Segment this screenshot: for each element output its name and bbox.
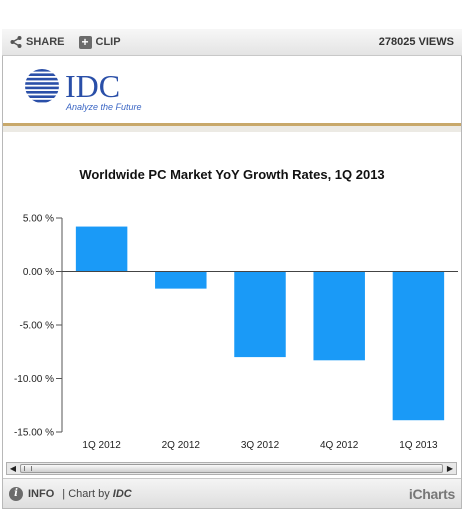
byline-prefix: | Chart by xyxy=(62,487,110,500)
scroll-right-arrow-icon[interactable]: ▶ xyxy=(446,464,454,473)
bar-3q-2012[interactable] xyxy=(234,271,286,358)
y-tick-label: -10.00 % xyxy=(14,374,54,385)
scroll-grip-icon xyxy=(24,466,32,471)
x-tick-label: 1Q 2012 xyxy=(82,440,121,451)
bar-1q-2012[interactable] xyxy=(75,226,128,272)
logo-area: IDC Analyze the Future xyxy=(3,57,461,123)
bar-4q-2012[interactable] xyxy=(313,271,365,361)
y-tick-label: -5.00 % xyxy=(20,321,55,332)
x-tick-label: 2Q 2012 xyxy=(162,440,201,451)
byline-brand[interactable]: IDC xyxy=(112,487,132,500)
share-icon xyxy=(10,36,22,48)
share-button[interactable]: SHARE xyxy=(10,36,65,48)
info-icon[interactable]: i xyxy=(9,486,23,501)
bar-1q-2013[interactable] xyxy=(392,271,445,421)
x-tick-label: 1Q 2013 xyxy=(399,440,438,451)
scroll-left-arrow-icon[interactable]: ◀ xyxy=(9,464,17,473)
view-count: 278025 VIEWS xyxy=(378,36,454,48)
bar-2q-2012[interactable] xyxy=(155,271,207,289)
logo-brand: IDC xyxy=(65,68,120,104)
header-divider xyxy=(3,123,461,126)
clip-button[interactable]: + CLIP xyxy=(78,35,121,49)
x-tick-label: 3Q 2012 xyxy=(241,440,280,451)
share-label: SHARE xyxy=(26,36,65,48)
y-tick-label: -15.00 % xyxy=(14,428,54,439)
plus-icon: + xyxy=(78,35,92,49)
globe-icon xyxy=(25,69,59,103)
chart-title: Worldwide PC Market YoY Growth Rates, 1Q… xyxy=(79,167,385,182)
idc-logo[interactable]: IDC Analyze the Future xyxy=(19,67,179,113)
toolbar: SHARE + CLIP 278025 VIEWS xyxy=(2,29,462,56)
header-divider-shadow xyxy=(3,126,461,132)
clip-label: CLIP xyxy=(95,36,121,48)
y-tick-label: 5.00 % xyxy=(23,214,54,225)
scroll-thumb[interactable] xyxy=(20,464,443,473)
horizontal-scrollbar[interactable]: ◀ ▶ xyxy=(6,462,457,475)
y-tick-label: 0.00 % xyxy=(23,267,54,278)
icharts-logo[interactable]: iCharts xyxy=(408,485,455,502)
bar-chart: 5.00 % 0.00 % -5.00 % -10.00 % -15.00 % 1Q 2… xyxy=(14,214,458,451)
footer: i INFO | Chart by IDC iCharts xyxy=(3,478,461,508)
logo-tagline: Analyze the Future xyxy=(65,102,142,112)
info-button[interactable]: INFO xyxy=(28,487,55,500)
x-tick-label: 4Q 2012 xyxy=(320,440,359,451)
